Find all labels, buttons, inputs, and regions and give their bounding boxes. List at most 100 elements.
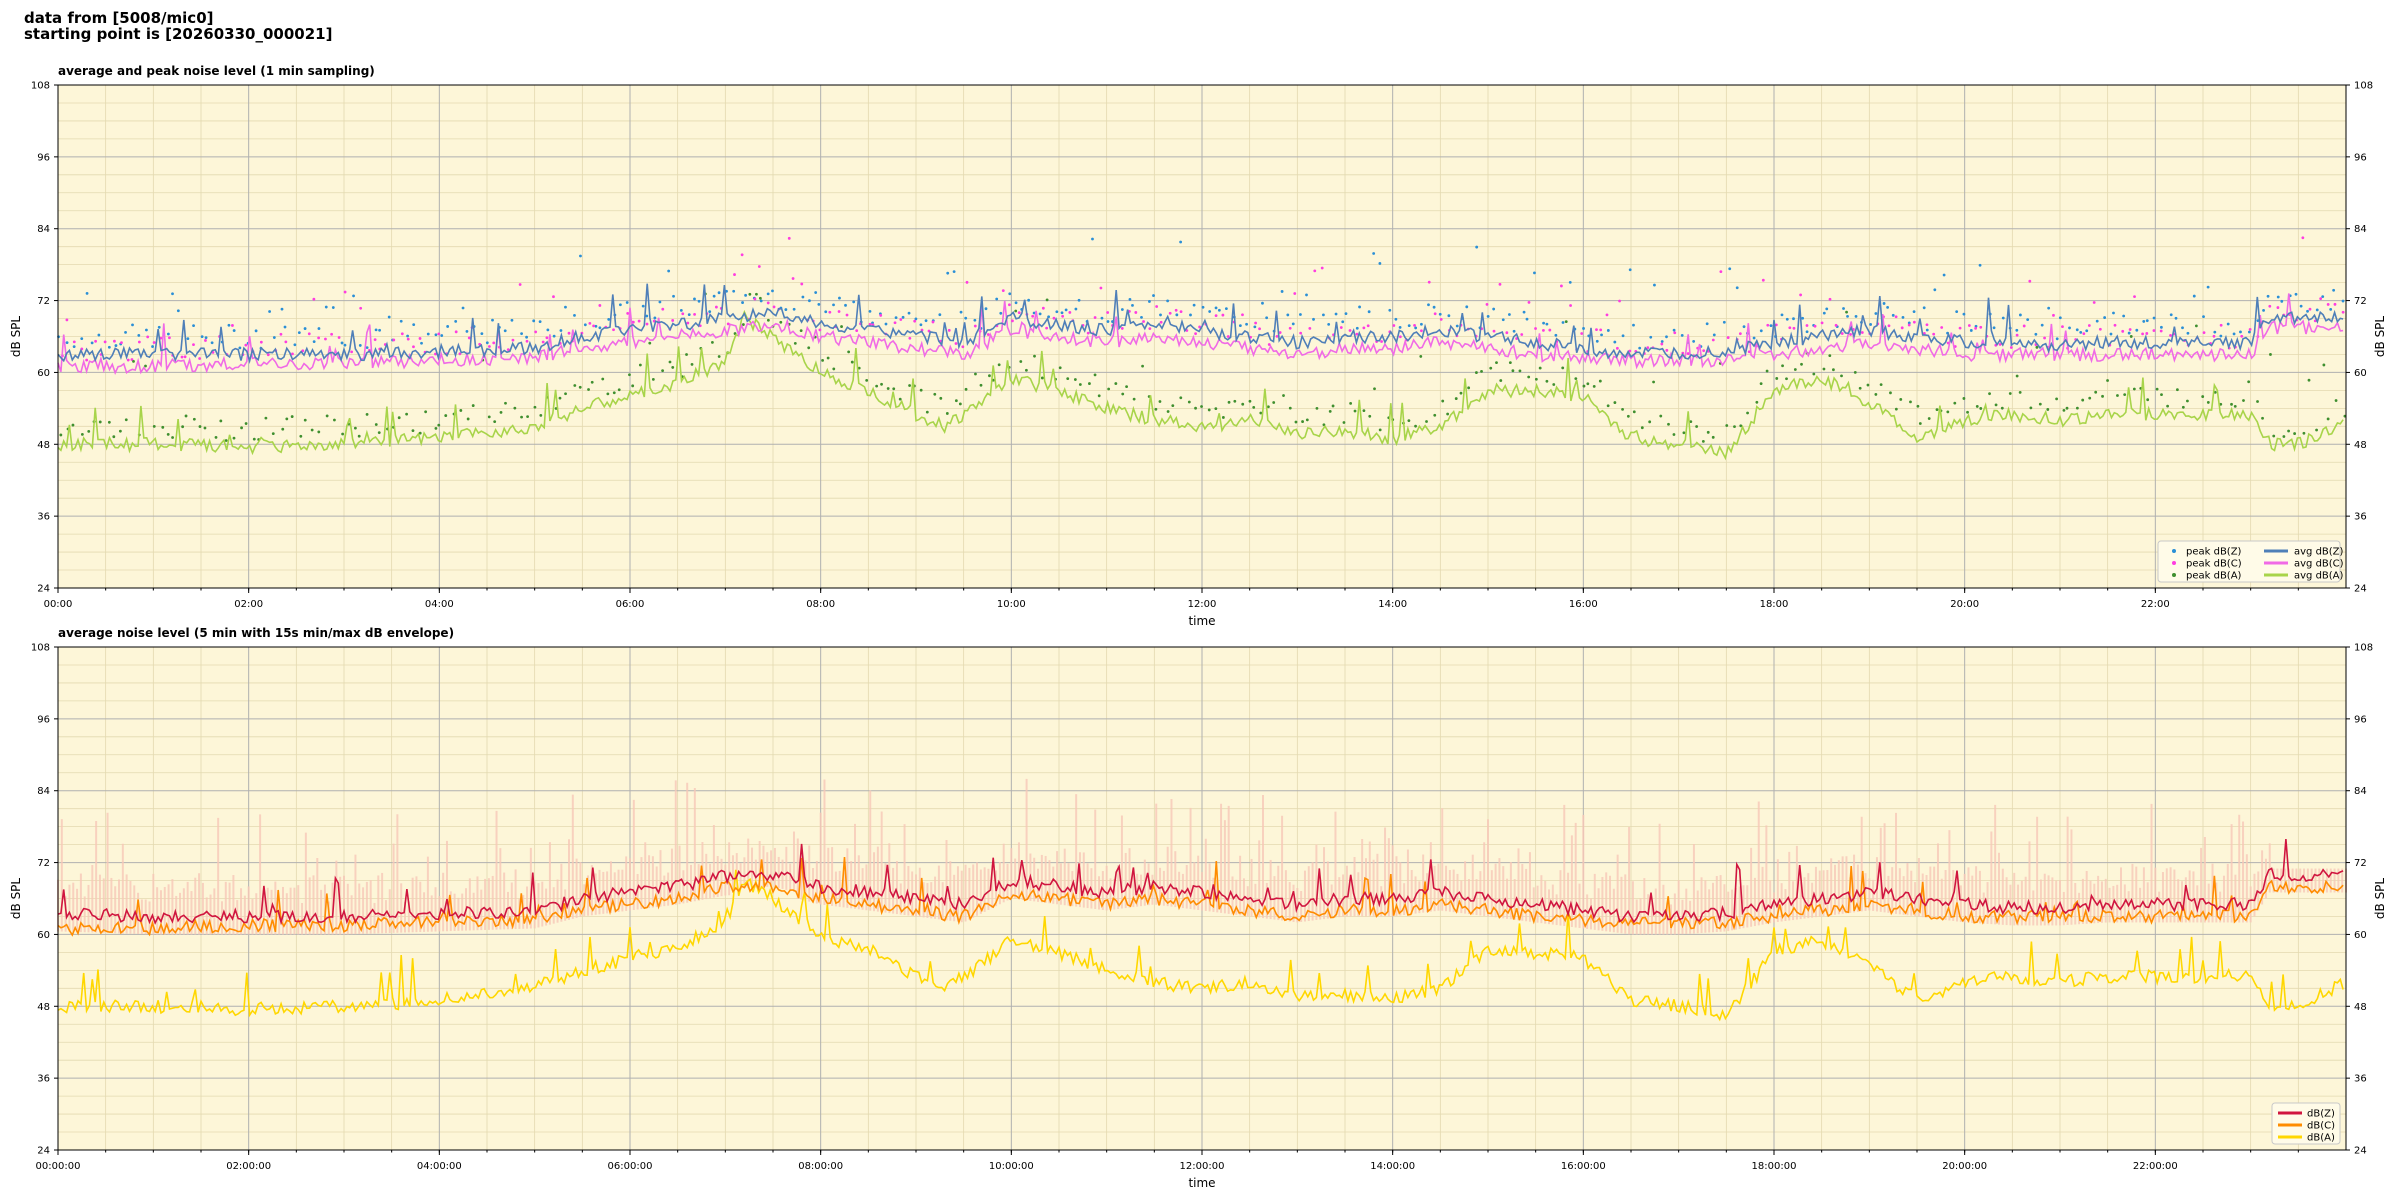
chart1-peak-point [850,360,854,364]
chart1-peak-point [503,329,507,333]
chart1-peak-point [461,306,465,310]
chart1-peak-point [1019,360,1023,363]
chart1-xtick-label: 00:00 [44,599,73,610]
chart1-peak-point [1282,394,1285,397]
chart1-series-line [57,309,2344,461]
chart1-ytick-label-right: 108 [2354,81,2373,92]
chart1-peak-point [828,310,832,314]
chart1-peak-point [925,410,929,414]
chart1-peak-point [1595,339,1599,343]
chart1-peak-point [1174,308,1178,312]
chart1-peak-point [312,297,316,301]
chart1-peak-point [2087,324,2091,327]
chart1-peak-point [1766,323,1770,327]
chart1-peak-point [2276,306,2280,309]
chart1-peak-point [1499,379,1503,382]
chart1-peak-point [341,432,345,436]
chart1-peak-point [2307,378,2311,382]
chart2-ytick-label-right: 84 [2354,786,2367,797]
chart1-peak-point [645,322,649,326]
chart1-peak-point [392,338,396,342]
chart1-xtick-label: 02:00 [234,599,263,610]
chart1-peak-point [1711,435,1715,439]
chart1-peak-point [772,305,776,309]
chart1-peak-point [224,439,228,442]
chart1-peak-point [1439,317,1443,321]
chart1-peak-point [2159,329,2163,333]
chart1-peak-point [1001,289,1005,293]
chart1-peak-point [2194,324,2198,328]
chart1-peak-point [72,345,76,348]
chart1-peak-point [1613,340,1617,344]
chart1-peak-point [1074,307,1078,311]
chart1-peak-point [511,338,515,342]
chart1-peak-point [1459,391,1463,395]
chart1-peak-point [2308,307,2312,311]
chart1-peak-point [1564,320,1568,324]
chart1-peak-point [198,425,202,428]
chart1-peak-point [279,332,283,336]
chart1-ytick-label-left: 36 [37,512,50,523]
chart1-peak-point [1368,414,1372,418]
chart1-ytick-label-left: 108 [31,81,50,92]
chart1-peak-point [2201,395,2205,398]
chart1-peak-point [2268,304,2272,308]
chart1-peak-point [578,385,582,389]
chart2-ytick-label-right: 36 [2354,1074,2367,1085]
chart1-peak-point [325,414,329,418]
chart2-legend-label: dB(C) [2307,1121,2335,1132]
chart1-ytick-label-right: 48 [2354,440,2367,451]
chart1-peak-point [420,341,423,345]
chart1-peak-point [1781,364,1784,368]
chart1-peak-point [1446,412,1450,416]
chart1-peak-point [1214,407,1218,411]
header-start-line: starting point is [20260330_000021] [24,25,333,43]
chart1-peak-point [510,318,514,322]
chart1-peak-point [157,325,161,329]
chart1-peak-point [1922,306,1926,310]
chart1-peak-point [291,352,294,356]
chart1-peak-point [2247,330,2251,334]
chart1-peak-point [1793,368,1797,371]
chart1-peak-point [2022,324,2026,328]
chart1-peak-point [1419,355,1423,358]
chart1-peak-point [573,313,576,317]
chart1-peak-point [2047,306,2051,310]
chart1-peak-point [1179,396,1183,400]
chart1-peak-point [973,318,977,322]
chart1-peak-point [2302,431,2306,435]
chart1-peak-point [1538,366,1542,370]
chart1-peak-point [661,307,665,311]
chart1-peak-point [753,297,757,301]
chart1-peak-point [1582,384,1586,388]
chart1-peak-point [124,330,127,334]
chart1-peak-point [2152,316,2156,320]
chart1-peak-point [1801,316,1805,320]
chart1-peak-point [303,327,307,330]
chart1-peak-point [1672,328,1676,332]
chart1-peak-point [406,337,410,341]
chart1-peak-point [103,340,107,344]
chart1-peak-point [748,292,752,296]
chart1-peak-point [1927,417,1931,420]
chart1-peak-point [612,328,615,332]
chart1-series-line [57,283,2344,364]
chart1-peak-point [1600,333,1603,337]
chart1-peak-point [90,341,94,345]
chart1-peak-point [467,336,471,340]
chart1-peak-point [1849,333,1852,336]
chart1-peak-point [1328,409,1332,413]
chart2-ylabel-right: dB SPL [2373,878,2387,920]
chart1-peak-point [844,303,847,307]
chart1-peak-point [1935,408,1939,412]
chart1-peak-point [1882,302,1886,305]
chart1-peak-point [2262,309,2265,312]
chart1-peak-point [1315,406,1319,410]
chart2-series-line [57,856,2344,937]
chart1-peak-point [1125,385,1128,389]
chart1-peak-point [1200,405,1203,408]
chart1-peak-point [2135,328,2139,332]
chart1-peak-point [938,313,942,317]
chart1-peak-point [1207,408,1211,412]
chart2-panel: 24 24 36 36 48 48 60 60 72 72 84 84 96 96 108 108 00:00:… [9,626,2387,1190]
